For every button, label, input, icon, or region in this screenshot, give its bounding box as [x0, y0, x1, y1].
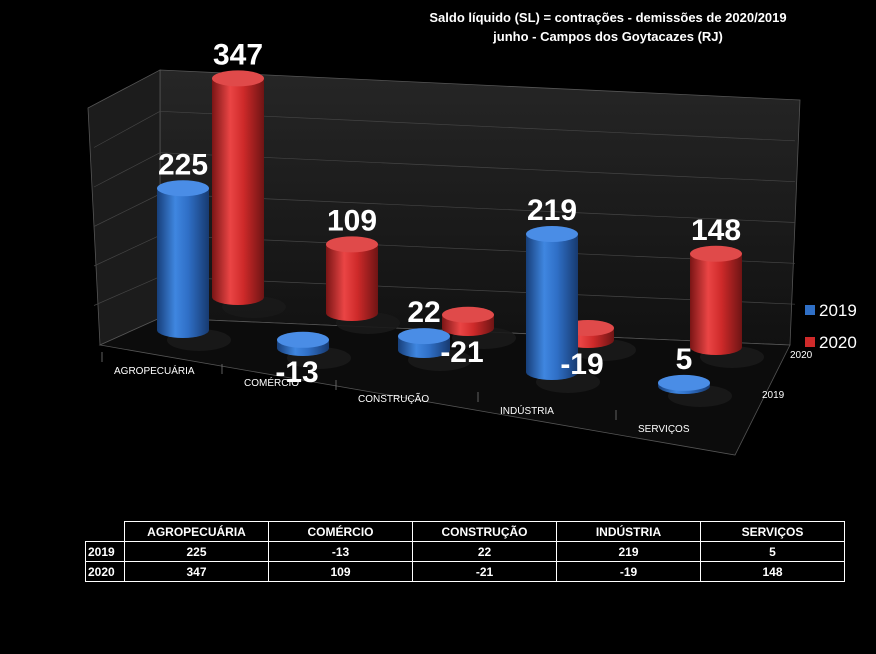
table-header: COMÉRCIO	[268, 521, 413, 542]
bar-top	[526, 226, 578, 243]
depth-label: 2020	[790, 350, 813, 361]
bar-top	[658, 374, 710, 391]
gridline	[93, 193, 161, 227]
gridline	[93, 235, 161, 267]
category-label: SERVIÇOS	[638, 424, 690, 435]
category-label: CONSTRUÇÃO	[358, 392, 429, 405]
bar-body	[526, 234, 578, 380]
bar-top	[157, 180, 209, 197]
category-label: AGROPECUÁRIA	[114, 364, 195, 377]
chart-title-line-1: Saldo líquido (SL) = contrações - demiss…	[429, 10, 787, 25]
gridline	[159, 234, 796, 264]
bar-2019-construção	[398, 328, 450, 358]
bar-top	[442, 306, 494, 323]
data-label: -19	[560, 348, 603, 381]
table-header: CONSTRUÇÃO	[412, 521, 557, 542]
table-row-label: 2020	[85, 561, 125, 582]
data-label: -13	[275, 356, 318, 389]
bar-chart-3d: 347 109 -21 -19 148 225 -13 22 219 5 AGROPECUÁRIA C…	[87, 38, 857, 456]
labels: 347 109 -21 -19 148 225 -13 22 219 5 AGROPECUÁRIA C…	[101, 38, 813, 435]
bar-2020-agropecuária	[212, 70, 264, 305]
bar-2020-comércio	[326, 236, 378, 321]
gridline	[159, 276, 796, 305]
data-label: 225	[158, 148, 208, 181]
table-row-label: 2019	[85, 541, 125, 562]
bar-top	[326, 236, 378, 253]
gridline	[93, 152, 161, 188]
table-cell: 219	[556, 541, 701, 562]
gridline	[159, 152, 796, 183]
table-cell: 109	[268, 561, 413, 582]
chart-title: Saldo líquido (SL) = contrações - demiss…	[348, 8, 868, 46]
table-cell: -19	[556, 561, 701, 582]
legend-swatch	[805, 337, 815, 347]
bar-body	[690, 253, 742, 355]
legend: 2019 2020	[805, 301, 857, 352]
bar-2019-agropecuária	[157, 180, 209, 338]
bar-2019-indústria	[526, 226, 578, 380]
category-label: INDÚSTRIA	[500, 404, 554, 417]
data-label: 22	[407, 296, 440, 329]
data-table: AGROPECUÁRIA COMÉRCIO CONSTRUÇÃO INDÚSTR…	[85, 521, 845, 582]
gridline	[159, 193, 796, 223]
bar-top	[212, 70, 264, 87]
legend-swatch	[805, 305, 815, 315]
table-header: SERVIÇOS	[700, 521, 845, 542]
table-cell: -13	[268, 541, 413, 562]
bars	[157, 70, 764, 407]
data-label: 109	[327, 204, 377, 237]
bar-2019-comércio	[277, 331, 329, 356]
table-cell: 5	[700, 541, 845, 562]
gridlines	[93, 110, 796, 306]
gridline	[159, 110, 796, 142]
bar-body	[157, 188, 209, 338]
table-row: 2020 347 109 -21 -19 148	[85, 561, 845, 582]
table-cell: 22	[412, 541, 557, 562]
table-cell: 148	[700, 561, 845, 582]
data-label: 5	[676, 343, 693, 376]
bar-body	[326, 244, 378, 321]
depth-label: 2019	[762, 390, 785, 401]
bar-2020-serviços	[690, 245, 742, 355]
table-row: 2019 225 -13 22 219 5	[85, 541, 845, 562]
bar-top	[277, 331, 329, 348]
chart-title-line-2: junho - Campos dos Goytacazes (RJ)	[493, 29, 723, 44]
gridline	[93, 276, 161, 306]
bar-top	[690, 245, 742, 262]
table-header-row: AGROPECUÁRIA COMÉRCIO CONSTRUÇÃO INDÚSTR…	[85, 521, 845, 542]
data-label: -21	[440, 336, 483, 369]
data-label: 347	[213, 38, 263, 71]
table-cell: 347	[124, 561, 269, 582]
data-label: 219	[527, 194, 577, 227]
bar-2019-serviços	[658, 374, 710, 394]
data-label: 148	[691, 214, 741, 247]
bar-body	[212, 78, 264, 305]
legend-label: 2019	[819, 301, 857, 320]
bar-2020-construção	[442, 306, 494, 336]
legend-label: 2020	[819, 333, 857, 352]
gridline	[93, 111, 161, 148]
table-cell: 225	[124, 541, 269, 562]
table-cell: -21	[412, 561, 557, 582]
table-corner	[85, 521, 125, 542]
category-label: COMÉRCIO	[244, 376, 299, 389]
table-header: AGROPECUÁRIA	[124, 521, 269, 542]
table-header: INDÚSTRIA	[556, 521, 701, 542]
bar-top	[398, 328, 450, 345]
